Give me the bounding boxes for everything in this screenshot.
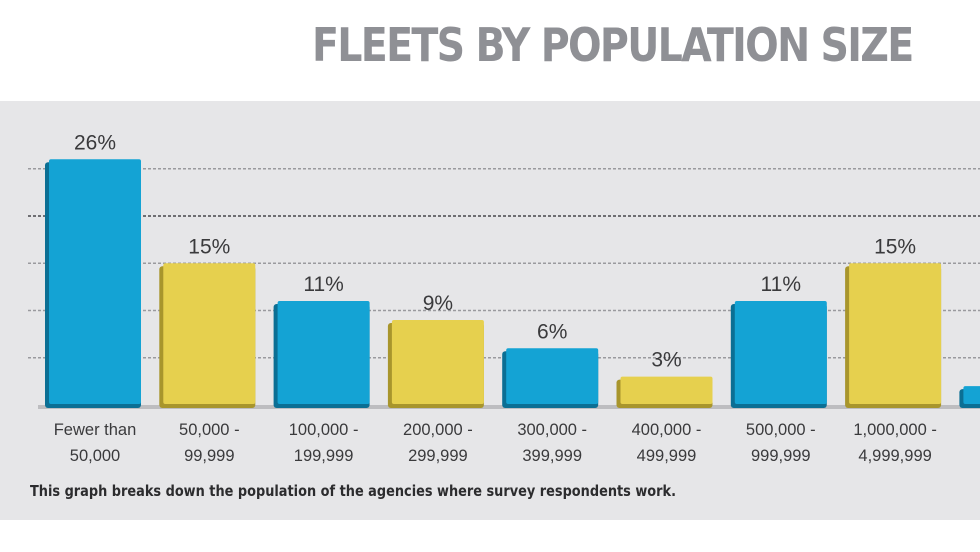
bar-1 [159, 263, 256, 408]
value-label: 15% [188, 235, 230, 258]
bar-3 [387, 319, 484, 408]
bar-6 [730, 301, 827, 408]
category-label: 299,999 [408, 447, 468, 465]
category-label: 500,000 - [746, 421, 816, 439]
chart-title: FLEETS BY POPULATION SIZE [312, 18, 914, 72]
value-label: 6% [537, 320, 567, 343]
category-label: 200,000 - [403, 421, 473, 439]
category-label: 199,999 [294, 447, 354, 465]
category-label: 99,999 [184, 447, 234, 465]
bar-4 [502, 348, 599, 408]
value-labels: 26% 15% 11% 9% 6% 3% 11% 15% [74, 131, 916, 371]
category-label: 100,000 - [289, 421, 359, 439]
category-label: 50,000 [70, 447, 120, 465]
category-label: 499,999 [637, 447, 697, 465]
bar-face [49, 159, 141, 404]
bar-face [734, 301, 827, 404]
bar-7 [845, 263, 942, 408]
chart-caption: This graph breaks down the population of… [30, 482, 676, 500]
bar-0 [45, 159, 141, 408]
category-label: 50,000 - [179, 421, 240, 439]
bar-face [849, 263, 942, 404]
bar-face [506, 348, 599, 404]
value-label: 11% [303, 273, 343, 296]
bar-face [620, 376, 713, 404]
bars [45, 159, 980, 408]
bar-8 [959, 386, 980, 408]
bar-face [391, 319, 484, 404]
category-label: 1,000,000 - [853, 421, 936, 439]
category-label: 400,000 - [632, 421, 702, 439]
bar-face [163, 263, 256, 404]
category-label: 4,999,999 [858, 447, 931, 465]
category-label: 300,000 - [517, 421, 587, 439]
value-label: 9% [423, 292, 453, 315]
value-label: 15% [874, 235, 916, 258]
value-label: 26% [74, 131, 116, 154]
value-label: 11% [761, 273, 801, 296]
value-label: 3% [651, 349, 681, 372]
category-label: 399,999 [522, 447, 582, 465]
bar-face [963, 386, 980, 404]
category-label: Fewer than [54, 421, 137, 439]
bar-2 [273, 301, 370, 408]
category-labels: Fewer than 50,000 50,000 - 99,999 100,000 - 1… [54, 421, 980, 465]
bar-face [277, 301, 370, 404]
bar-5 [616, 376, 713, 408]
category-label: 999,999 [751, 447, 811, 465]
